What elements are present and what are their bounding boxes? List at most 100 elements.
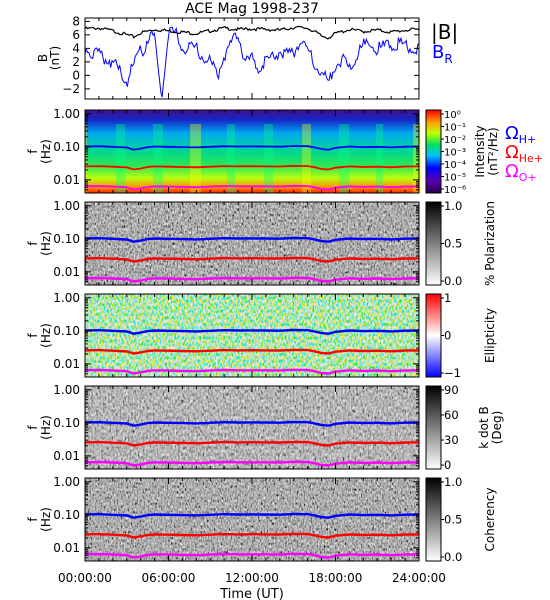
intensity-streak [269,124,273,193]
intensity-streak [156,124,159,193]
intensity-streak [265,124,269,193]
intensity-streak [306,124,311,193]
colorbar [425,477,442,562]
legend-b-r-symbol: B [432,42,444,63]
intensity-streak [194,124,197,193]
y-tick-label: 4 [72,41,80,55]
intensity-streak [118,124,121,193]
colorbar-tick-label: 10⁻⁶ [444,185,466,196]
intensity-streak [196,124,201,193]
y-label-top: f [26,149,40,154]
intensity-streak [230,124,235,193]
intensity-streak [190,124,193,193]
colorbar-tick-label: 60 [444,408,459,422]
intensity-streak [157,124,159,193]
y-tick-label: 6 [72,28,80,42]
colorbar-label: % Polarization [483,201,497,286]
intensity-streak [343,124,345,193]
colorbar-tick-label: 1.0 [444,199,462,213]
colorbar-tick-label: 1 [444,291,451,305]
colorbar-tick-label: 10⁻¹ [444,123,466,134]
y-tick-label: 8 [72,14,80,28]
intensity-streak [116,124,121,193]
intensity-streak [305,124,307,193]
y-label-bottom: (Hz) [39,323,53,348]
colorbar-tick-label: 0 [444,329,451,343]
spectrogram-texture [85,294,419,377]
gyrofrequency-line-oplus [84,552,420,559]
colorbar-label-line: k dot B [477,406,491,448]
colorbar-tick-label: 10⁻² [444,135,466,146]
legend-symbol: Ω [505,123,519,144]
gyrofrequency-line-hplus [84,328,420,335]
x-tick-label: 00:00:00 [58,571,112,585]
intensity-streak [414,124,417,193]
intensity-streak [342,124,345,193]
colorbar [425,385,442,470]
colorbar [425,109,442,194]
y-tick-label: 1.00 [53,291,80,305]
intensity-streak [267,124,269,193]
intensity-streak [264,124,269,193]
y-axis-label: f (Hz) [26,231,53,256]
colorbar-label: Intensity (nT²/Hz) [473,125,500,177]
spectrogram-texture [85,202,419,285]
intensity-streak [415,124,417,193]
y-tick-label: 1.00 [53,107,80,121]
gyrofrequency-line-oplus [84,276,420,283]
colorbar [425,293,442,378]
legend-b-magnitude: |B| [431,20,458,44]
y-axis-label: f (Hz) [26,323,53,348]
intensity-streak [379,124,383,193]
intensity-streak [376,124,379,193]
intensity-streak [233,124,235,193]
time-axis: 00:00:00 06:00:00 12:00:00 18:00:00 24:00:00 [58,571,446,585]
intensity-streak [153,124,155,193]
legend-omega-oplus: ΩO+ [505,161,537,184]
intensity-streak [339,124,341,193]
x-axis-label: Time (UT) [219,587,284,600]
intensity-streak [154,124,159,193]
intensity-streak [159,124,163,193]
intensity-streak [266,124,269,193]
x-tick-label: 06:00:00 [142,571,196,585]
intensity-streak [413,124,417,193]
spectrogram-texture [85,478,419,561]
intensity-streak [192,124,197,193]
gyrofrequency-line-heplus [84,532,420,539]
gyrofrequency-legend: ΩH+ΩHe+ΩO+ [505,123,543,184]
intensity-streak [231,124,235,193]
y-tick-label: 1.00 [53,383,80,397]
y-axis-label: f (Hz) [26,507,53,532]
intensity-streak [380,124,383,193]
intensity-streak [341,124,345,193]
y-tick-label: 0 [72,68,80,82]
y-label-bottom: (Hz) [39,507,53,532]
y-tick-label: 0.10 [53,324,80,338]
y-label-top: f [26,241,40,246]
y-tick-label: 0.01 [53,449,80,463]
y-tick-label: 0.10 [53,416,80,430]
colorbar-label-line: Ellipticity [483,308,497,363]
gyrofrequency-line-oplus [84,460,420,467]
y-tick-label: −2 [62,82,80,96]
y-axis-label: B(nT) [36,46,62,70]
series-line-b-magnitude [84,25,420,40]
y-label-top: f [26,425,40,430]
intensity-streak [228,124,231,193]
y-tick-label: 1.00 [53,475,80,489]
intensity-streak [155,124,159,193]
colorbar-tick-label: 0.5 [444,513,462,527]
intensity-streak [303,124,307,193]
legend-omega-heplus: ΩHe+ [505,142,543,165]
intensity-streak [378,124,383,193]
intensity-streak [227,124,231,193]
legend-subscript: He+ [519,152,543,165]
intensity-streak [304,124,307,193]
colorbar-tick-label: 10⁻³ [444,148,466,159]
intensity-streak [340,124,345,193]
